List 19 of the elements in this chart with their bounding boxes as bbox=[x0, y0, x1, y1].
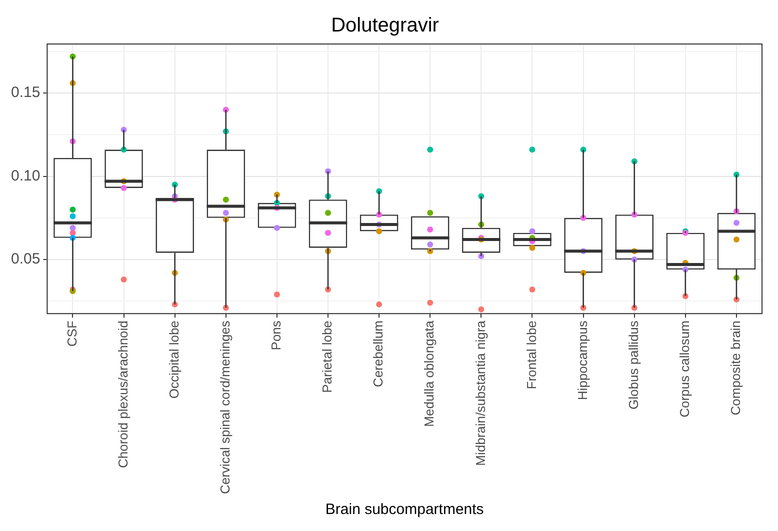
x-tick-label: Choroid plexus/arachnoid bbox=[115, 320, 130, 468]
x-tick-label: Hippocampus bbox=[574, 320, 590, 400]
x-tick-label: Globus pallidus bbox=[626, 320, 641, 410]
x-tick-label: Medulla oblongata bbox=[422, 320, 437, 427]
x-tick-label: Occipital lobe bbox=[166, 320, 182, 399]
y-tick-label: 0.10 bbox=[10, 167, 40, 184]
x-tick-label: Pons bbox=[268, 320, 284, 350]
x-tick-label: Cervical spinal cord/meninges bbox=[217, 320, 232, 494]
x-tick-label: Cerebellum bbox=[370, 320, 386, 388]
y-tick-label: 0.15 bbox=[10, 84, 40, 102]
x-tick-label: Parietal lobe bbox=[320, 320, 335, 393]
x-axis-title: Brain subcompartments bbox=[325, 501, 484, 518]
chart-title: Dolutegravir bbox=[331, 14, 440, 37]
x-tick-label: CSF bbox=[64, 320, 80, 347]
x-tick-label: Corpus callosum bbox=[676, 320, 692, 418]
x-tick-label: Composite brain bbox=[728, 320, 744, 416]
x-tick-label: Midbrain/substantia nigra bbox=[472, 320, 488, 466]
x-tick-label: Frontal lobe bbox=[524, 320, 539, 390]
y-tick-label: 0.05 bbox=[10, 250, 40, 268]
